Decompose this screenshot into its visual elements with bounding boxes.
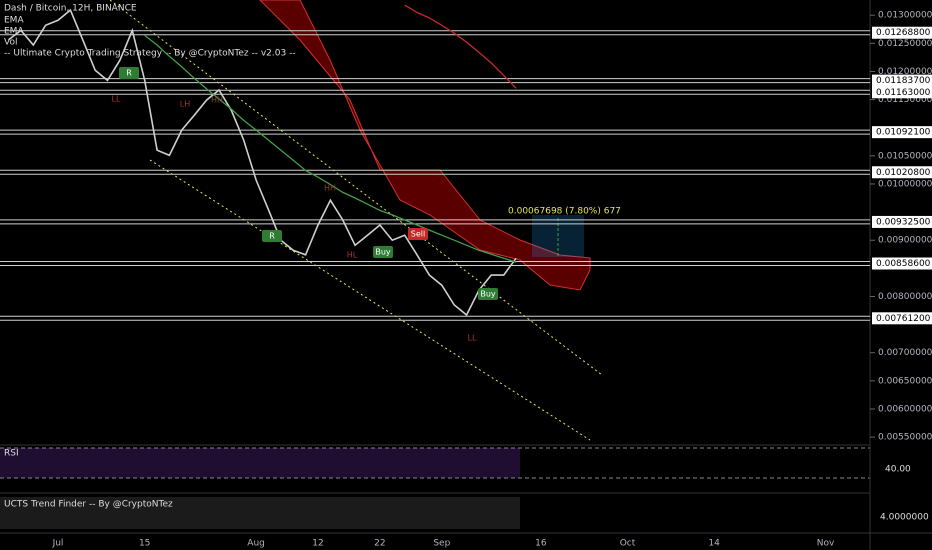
y-tick-label: 0.00550000 xyxy=(878,433,932,443)
level-label: 0.00761200 xyxy=(876,314,931,324)
annotation: R xyxy=(269,232,275,241)
x-tick-label: 16 xyxy=(535,539,547,549)
level-label: 0.01092100 xyxy=(876,128,931,138)
level-label: 0.01268800 xyxy=(876,28,931,38)
level-label: 0.00932500 xyxy=(876,217,931,227)
rsi-band xyxy=(0,448,520,478)
level-label: 0.01020800 xyxy=(876,168,931,178)
y-tick-label: 0.01050000 xyxy=(878,151,932,161)
trend-finder xyxy=(0,497,520,529)
y-tick-label: 0.01250000 xyxy=(878,39,932,49)
annotation: HH xyxy=(211,96,223,105)
level-tag xyxy=(872,166,932,179)
x-tick-label: 14 xyxy=(708,539,720,549)
y-tick-label: 0.01200000 xyxy=(878,67,932,77)
x-tick-label: 12 xyxy=(312,539,323,549)
y-tick-label: 0.01150000 xyxy=(878,95,932,105)
y-tick-label: 0.00650000 xyxy=(878,376,932,386)
x-tick-label: Jul xyxy=(52,539,64,549)
series-line xyxy=(144,34,517,263)
level-label: 0.01163000 xyxy=(876,88,931,98)
chart-title: Dash / Bitcoin, 12H, BINANCE xyxy=(4,4,137,14)
pane-tick: 40.00 xyxy=(885,465,911,475)
x-tick-label: Sep xyxy=(433,539,450,549)
trend-line xyxy=(149,159,591,441)
annotation: HH xyxy=(324,184,336,193)
level-tag xyxy=(872,74,932,87)
level-label: 0.00858600 xyxy=(876,259,931,269)
annotation: R xyxy=(126,69,132,78)
series-line xyxy=(404,4,517,89)
pane-tick: 4.0000000 xyxy=(880,513,929,523)
x-tick-label: Oct xyxy=(620,539,636,549)
x-tick-label: Aug xyxy=(247,539,265,549)
annotation: LL xyxy=(112,95,121,104)
x-tick-label: 22 xyxy=(374,539,385,549)
pane-title: RSI xyxy=(4,449,19,459)
annotation: Buy xyxy=(480,290,496,299)
y-tick-label: 0.00700000 xyxy=(878,348,932,358)
annotation: LL xyxy=(468,334,477,343)
legend-entry: EMA xyxy=(4,27,24,37)
level-tag xyxy=(872,86,932,99)
level-tag xyxy=(872,312,932,325)
signal-tag xyxy=(478,288,498,300)
annotation: LH xyxy=(180,100,190,109)
pane-title: UCTS Trend Finder -- By @CryptoNTez xyxy=(4,500,173,510)
series-line xyxy=(8,8,517,317)
y-tick-label: 0.00800000 xyxy=(878,292,932,302)
indicator-label: Vol xyxy=(4,38,17,48)
y-tick-label: 0.01300000 xyxy=(878,11,932,21)
annotation: Buy xyxy=(375,248,391,257)
level-tag xyxy=(872,257,932,270)
x-tick-label: Nov xyxy=(817,539,835,549)
level-tag xyxy=(872,26,932,39)
indicator-label: -- Ultimate Crypto Trading Strategy -- B… xyxy=(4,49,296,59)
legend-entry: EMA xyxy=(4,16,24,26)
annotation: Sell xyxy=(411,230,425,239)
y-tick-label: 0.00600000 xyxy=(878,404,932,414)
level-tag xyxy=(872,126,932,139)
y-tick-label: 0.00900000 xyxy=(878,236,932,246)
signal-tag xyxy=(119,67,139,79)
measure-label: 0.00067698 (7.80%) 677 xyxy=(508,207,621,217)
signal-tag xyxy=(408,228,428,240)
signal-tag xyxy=(373,246,393,258)
level-label: 0.01183700 xyxy=(876,76,931,86)
annotation: HL xyxy=(347,251,358,260)
x-tick-label: 15 xyxy=(139,539,150,549)
level-tag xyxy=(872,215,932,228)
trend-line xyxy=(109,0,603,376)
signal-tag xyxy=(262,230,282,242)
y-tick-label: 0.01000000 xyxy=(878,179,932,189)
